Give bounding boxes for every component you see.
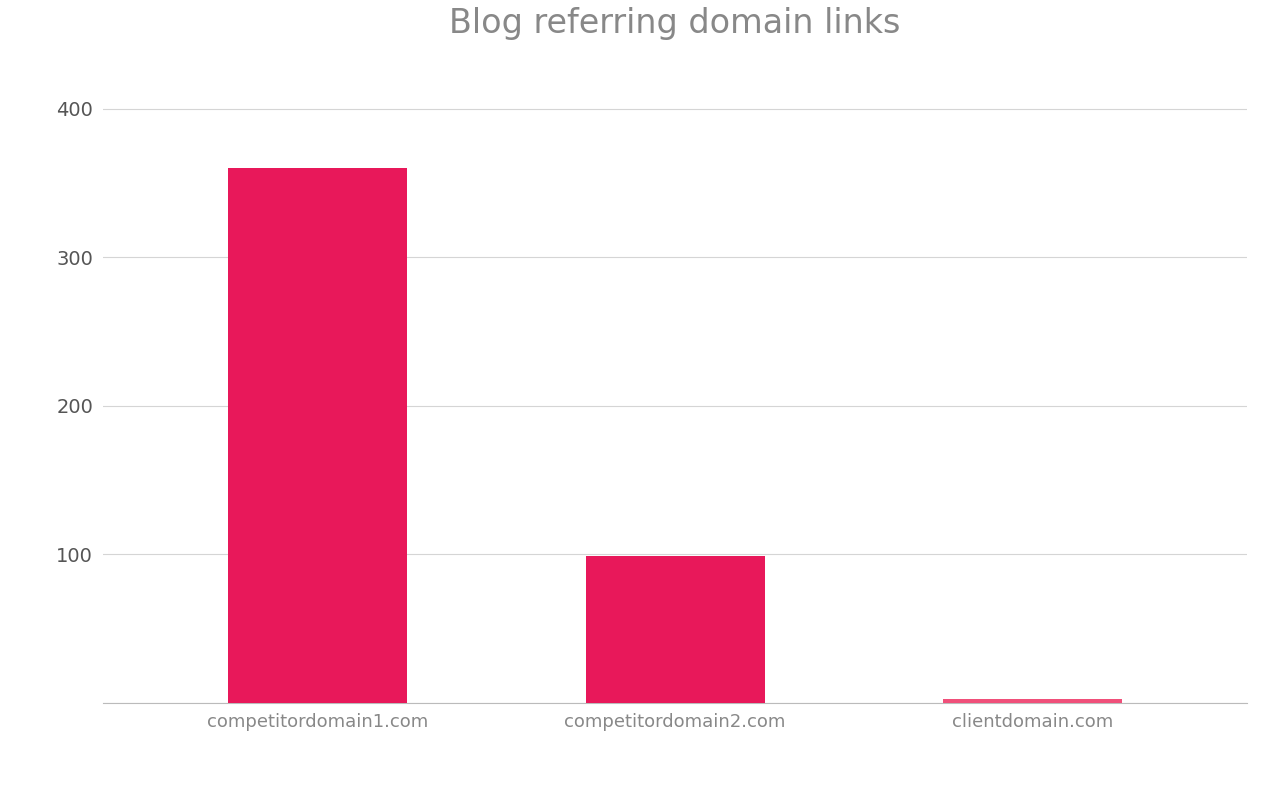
Bar	[585, 556, 765, 703]
Bar	[228, 168, 406, 703]
Bar	[944, 698, 1123, 703]
Title: Blog referring domain links: Blog referring domain links	[450, 7, 900, 41]
